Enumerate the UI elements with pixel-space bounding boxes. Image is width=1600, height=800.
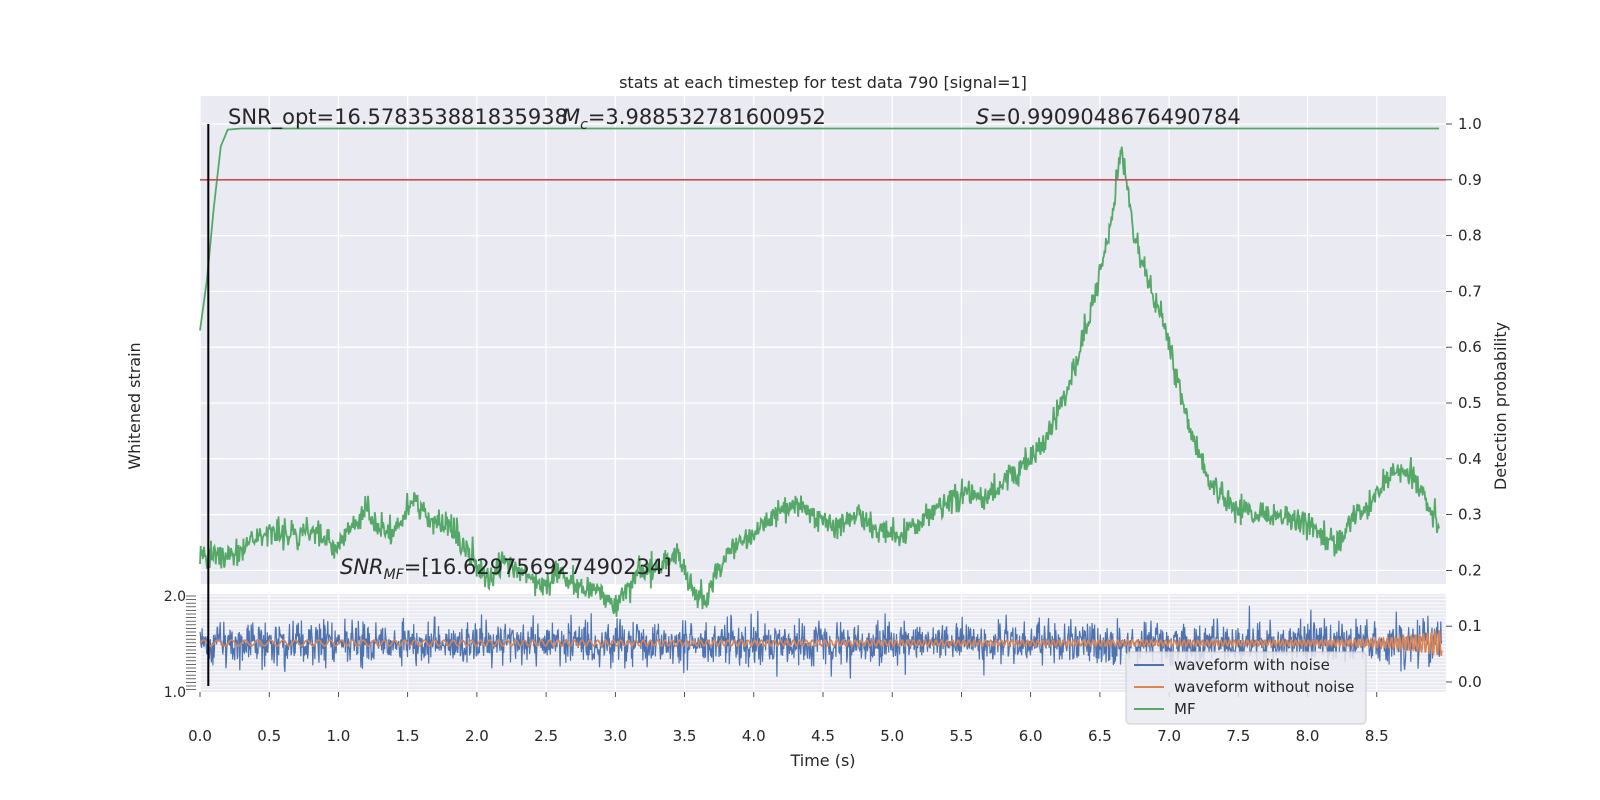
waveform-without-noise-line	[199, 629, 1443, 657]
probability-series	[199, 127, 1440, 617]
snr-opt-annotation: SNR_opt=16.578353881835938	[228, 105, 568, 130]
score-annotation: S=0.9909048676490784	[976, 105, 1241, 129]
right-tick-label: 0.2	[1458, 561, 1482, 579]
right-tick-label: 0.3	[1458, 506, 1482, 524]
x-tick-label: 2.5	[534, 727, 558, 745]
x-tick-label: 1.5	[396, 727, 420, 745]
x-axis-label: Time (s)	[789, 751, 855, 770]
x-tick-label: 2.0	[465, 727, 489, 745]
y-axis-label-right: Detection probability	[1491, 322, 1510, 490]
y-axis-label-left: Whitened strain	[125, 342, 144, 469]
x-tick-label: 4.0	[742, 727, 766, 745]
x-tick-label: 8.0	[1296, 727, 1320, 745]
x-tick-label: 5.0	[880, 727, 904, 745]
right-tick-label: 0.1	[1458, 617, 1482, 635]
x-axis-ticks: 0.0 0.5 1.0 1.5 2.0 2.5 3.0 3.5 4.0 4.5 5.0 5.5 6.0 6…	[188, 692, 1389, 745]
legend-label-noise: waveform with noise	[1174, 656, 1330, 674]
x-tick-label: 1.0	[327, 727, 351, 745]
right-tick-label: 0.9	[1458, 171, 1482, 189]
x-tick-label: 3.0	[603, 727, 627, 745]
legend-box	[1125, 651, 1367, 725]
left-tick-label-top: 2.0	[164, 589, 186, 605]
x-tick-label: 4.5	[811, 727, 835, 745]
chart-title: stats at each timestep for test data 790…	[619, 73, 1027, 92]
detection-probability-line	[199, 146, 1440, 617]
x-tick-label: 7.0	[1157, 727, 1181, 745]
x-tick-label: 8.5	[1365, 727, 1389, 745]
x-tick-label: 7.5	[1226, 727, 1250, 745]
right-y-axis-ticks: 0.0 0.1 0.2 0.3 0.4 0.5 0.6 0.7 0.8 0.9 1.0	[1446, 115, 1482, 691]
mf-line	[199, 127, 1440, 331]
right-tick-label: 1.0	[1458, 115, 1482, 133]
x-tick-label: 6.0	[1019, 727, 1043, 745]
legend-label-mf: MF	[1174, 700, 1196, 718]
chirp-mass-annotation: Mc=3.988532781600952	[562, 105, 826, 133]
x-tick-label: 5.5	[950, 727, 974, 745]
right-tick-label: 0.8	[1458, 227, 1482, 245]
left-y-axis-ticks: 2.0 1.0	[164, 589, 186, 701]
right-tick-label: 0.5	[1458, 394, 1482, 412]
x-tick-label: 0.5	[257, 727, 281, 745]
x-tick-label: 0.0	[188, 727, 212, 745]
right-tick-label: 0.0	[1458, 673, 1482, 691]
legend-label-clean: waveform without noise	[1174, 678, 1354, 696]
right-tick-label: 0.6	[1458, 338, 1482, 356]
right-tick-label: 0.4	[1458, 450, 1482, 468]
x-tick-label: 3.5	[673, 727, 697, 745]
legend: waveform with noise waveform without noi…	[1125, 651, 1367, 725]
right-tick-label: 0.7	[1458, 282, 1482, 300]
left-tick-label-bottom: 1.0	[164, 685, 186, 701]
x-tick-label: 6.5	[1088, 727, 1112, 745]
snr-mf-annotation: SNRMF=[16.629756927490234]	[340, 555, 672, 583]
